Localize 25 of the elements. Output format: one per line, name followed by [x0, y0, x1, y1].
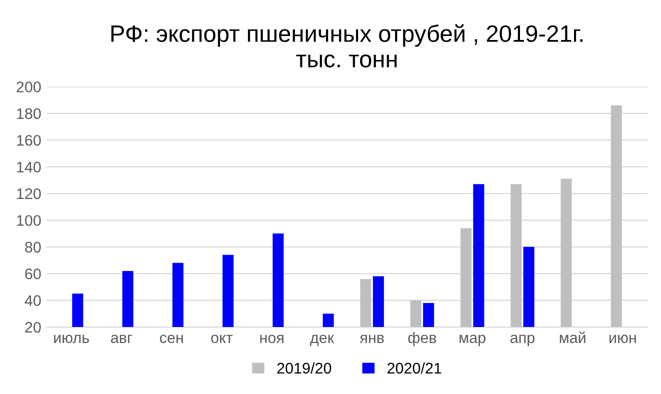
y-tick-label: 140: [17, 162, 41, 172]
chart-title: РФ: экспорт пшеничных отрубей , 2019-21г. тыс. тонн: [111, 24, 582, 68]
legend-label: 2020/21: [388, 362, 442, 374]
y-tick-label: 180: [17, 108, 41, 120]
x-tick-label: ноя: [260, 334, 284, 344]
x-tick-label: июн: [610, 334, 636, 344]
y-tick-label: 100: [17, 215, 41, 226]
x-tick-label: дек: [310, 334, 334, 346]
x-tick-label: сен: [160, 334, 183, 344]
x-tick-label: янв: [360, 334, 384, 343]
y-tick-label: 60: [25, 268, 41, 280]
y-tick-label: 80: [25, 242, 41, 253]
x-tick-label: июль: [54, 334, 89, 344]
y-tick-label: 120: [17, 188, 41, 200]
x-tick-label: окт: [211, 334, 233, 344]
y-tick-label: 20: [25, 322, 41, 333]
x-tick-label: май: [560, 332, 586, 344]
x-tick-label: фев: [408, 332, 436, 346]
y-tick-label: 160: [17, 134, 41, 146]
y-tick-label: 40: [24, 295, 41, 306]
x-tick-label: мар: [460, 334, 486, 346]
legend-label: 2019/20: [277, 362, 332, 374]
x-tick-label: авг: [111, 334, 132, 344]
y-tick-label: 200: [16, 82, 41, 92]
x-tick-label: апр: [510, 334, 534, 346]
